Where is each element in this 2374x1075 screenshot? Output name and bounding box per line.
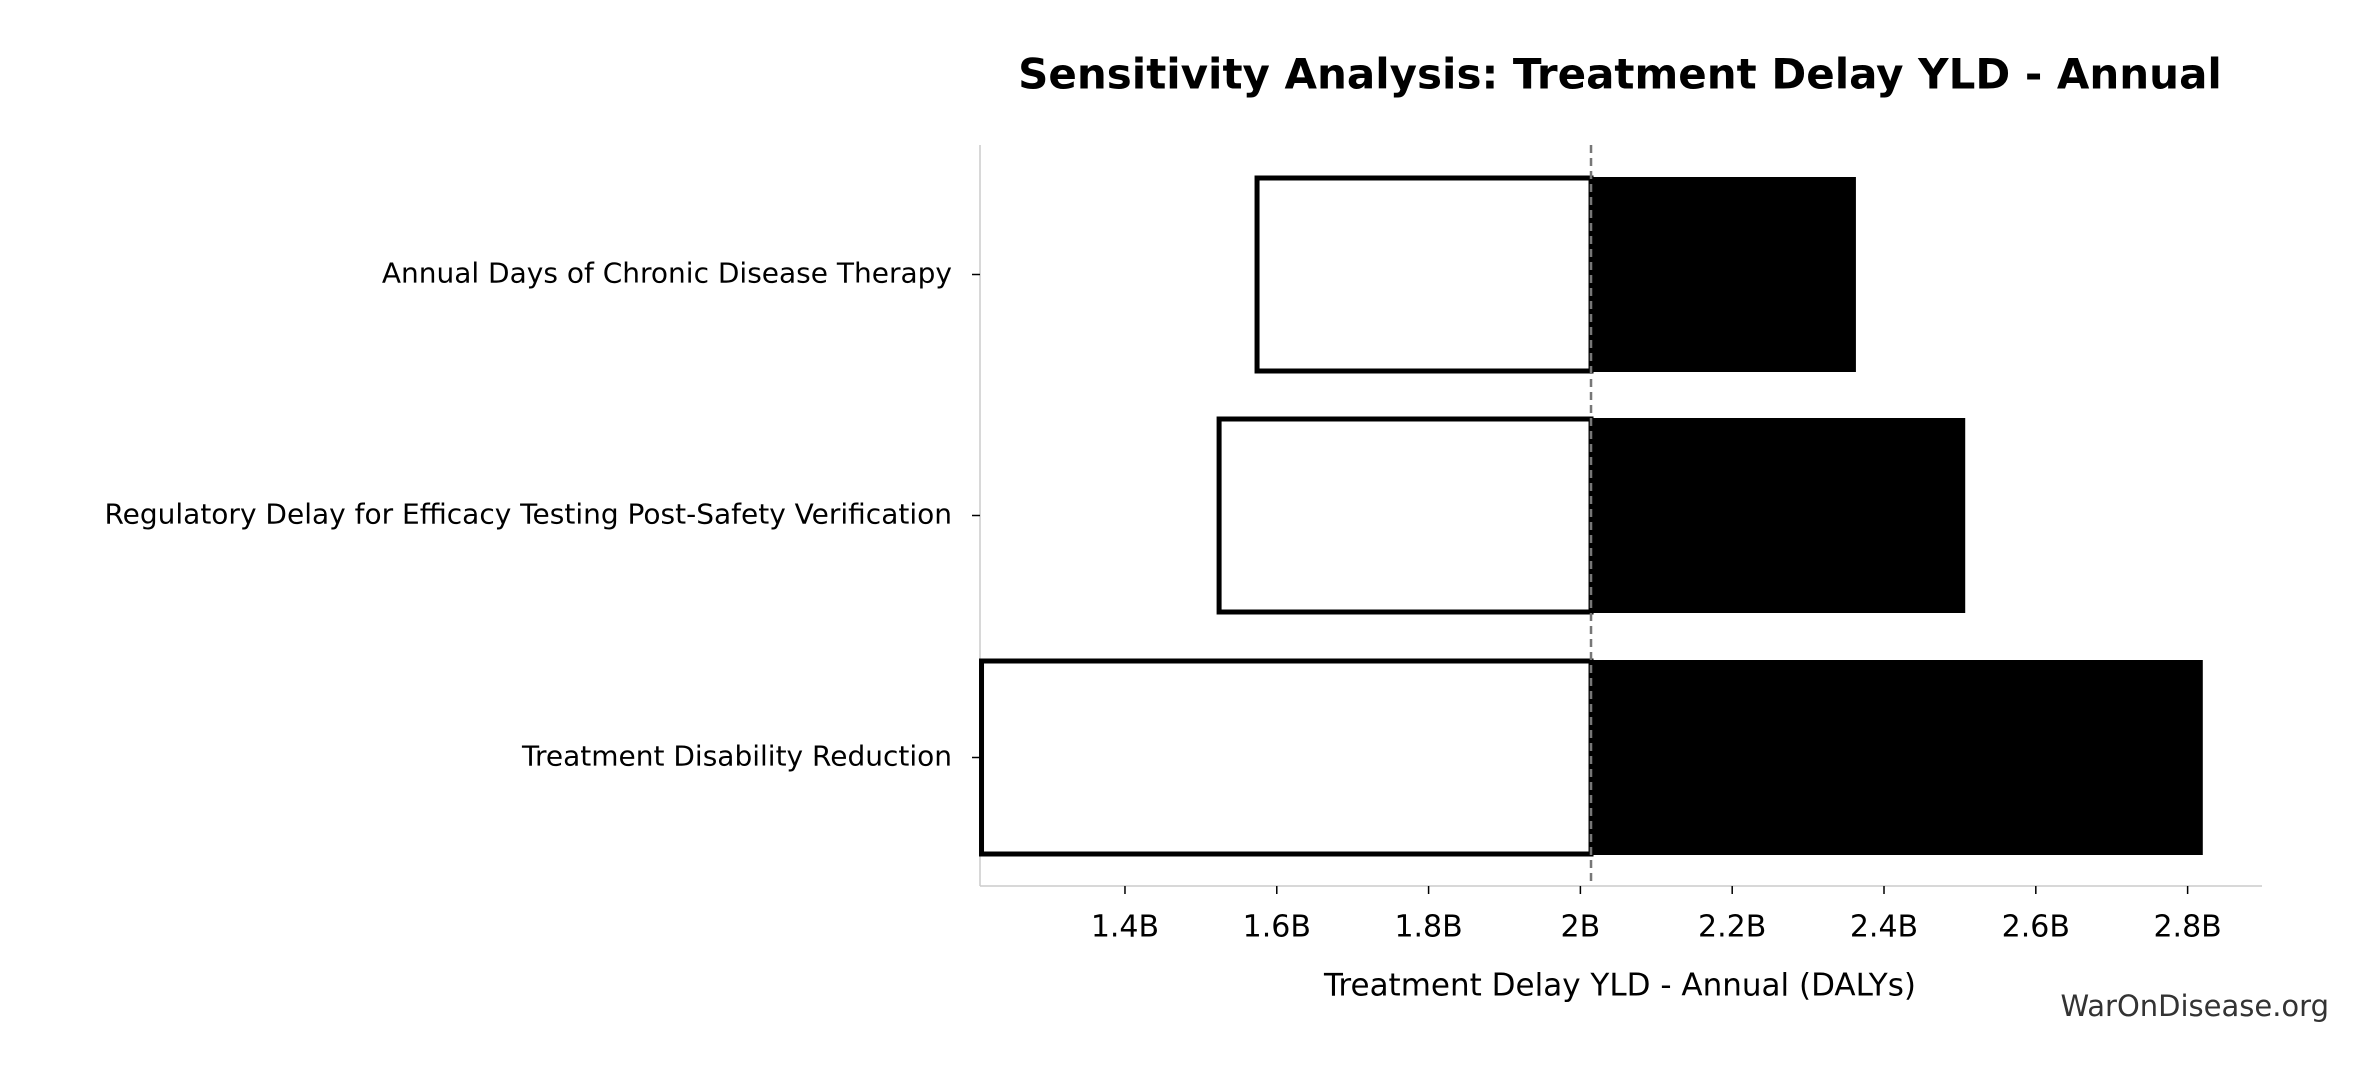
high-bar [1591, 177, 1856, 372]
low-bar [1216, 416, 1594, 615]
x-tick-label: 1.8B [1394, 910, 1462, 945]
low-bar [979, 658, 1594, 857]
x-tick-label: 2.8B [2153, 910, 2221, 945]
x-tick-label: 2B [1561, 910, 1601, 945]
y-tick-label: Treatment Disability Reduction [521, 740, 952, 773]
x-tick-label: 1.6B [1243, 910, 1311, 945]
x-tick-label: 2.2B [1698, 910, 1766, 945]
high-bar [1591, 660, 2203, 855]
x-tick-label: 1.4B [1091, 910, 1159, 945]
x-axis-label: Treatment Delay YLD - Annual (DALYs) [1323, 968, 1916, 1004]
y-tick-label: Annual Days of Chronic Disease Therapy [382, 257, 952, 290]
x-tick-label: 2.6B [2002, 910, 2070, 945]
high-bar [1591, 418, 1966, 613]
chart-title: Sensitivity Analysis: Treatment Delay YL… [1018, 50, 2222, 99]
x-tick-label: 2.4B [1850, 910, 1918, 945]
y-tick-label: Regulatory Delay for Efficacy Testing Po… [104, 498, 952, 531]
watermark: WarOnDisease.org [2060, 989, 2329, 1023]
low-bar [1254, 175, 1594, 374]
